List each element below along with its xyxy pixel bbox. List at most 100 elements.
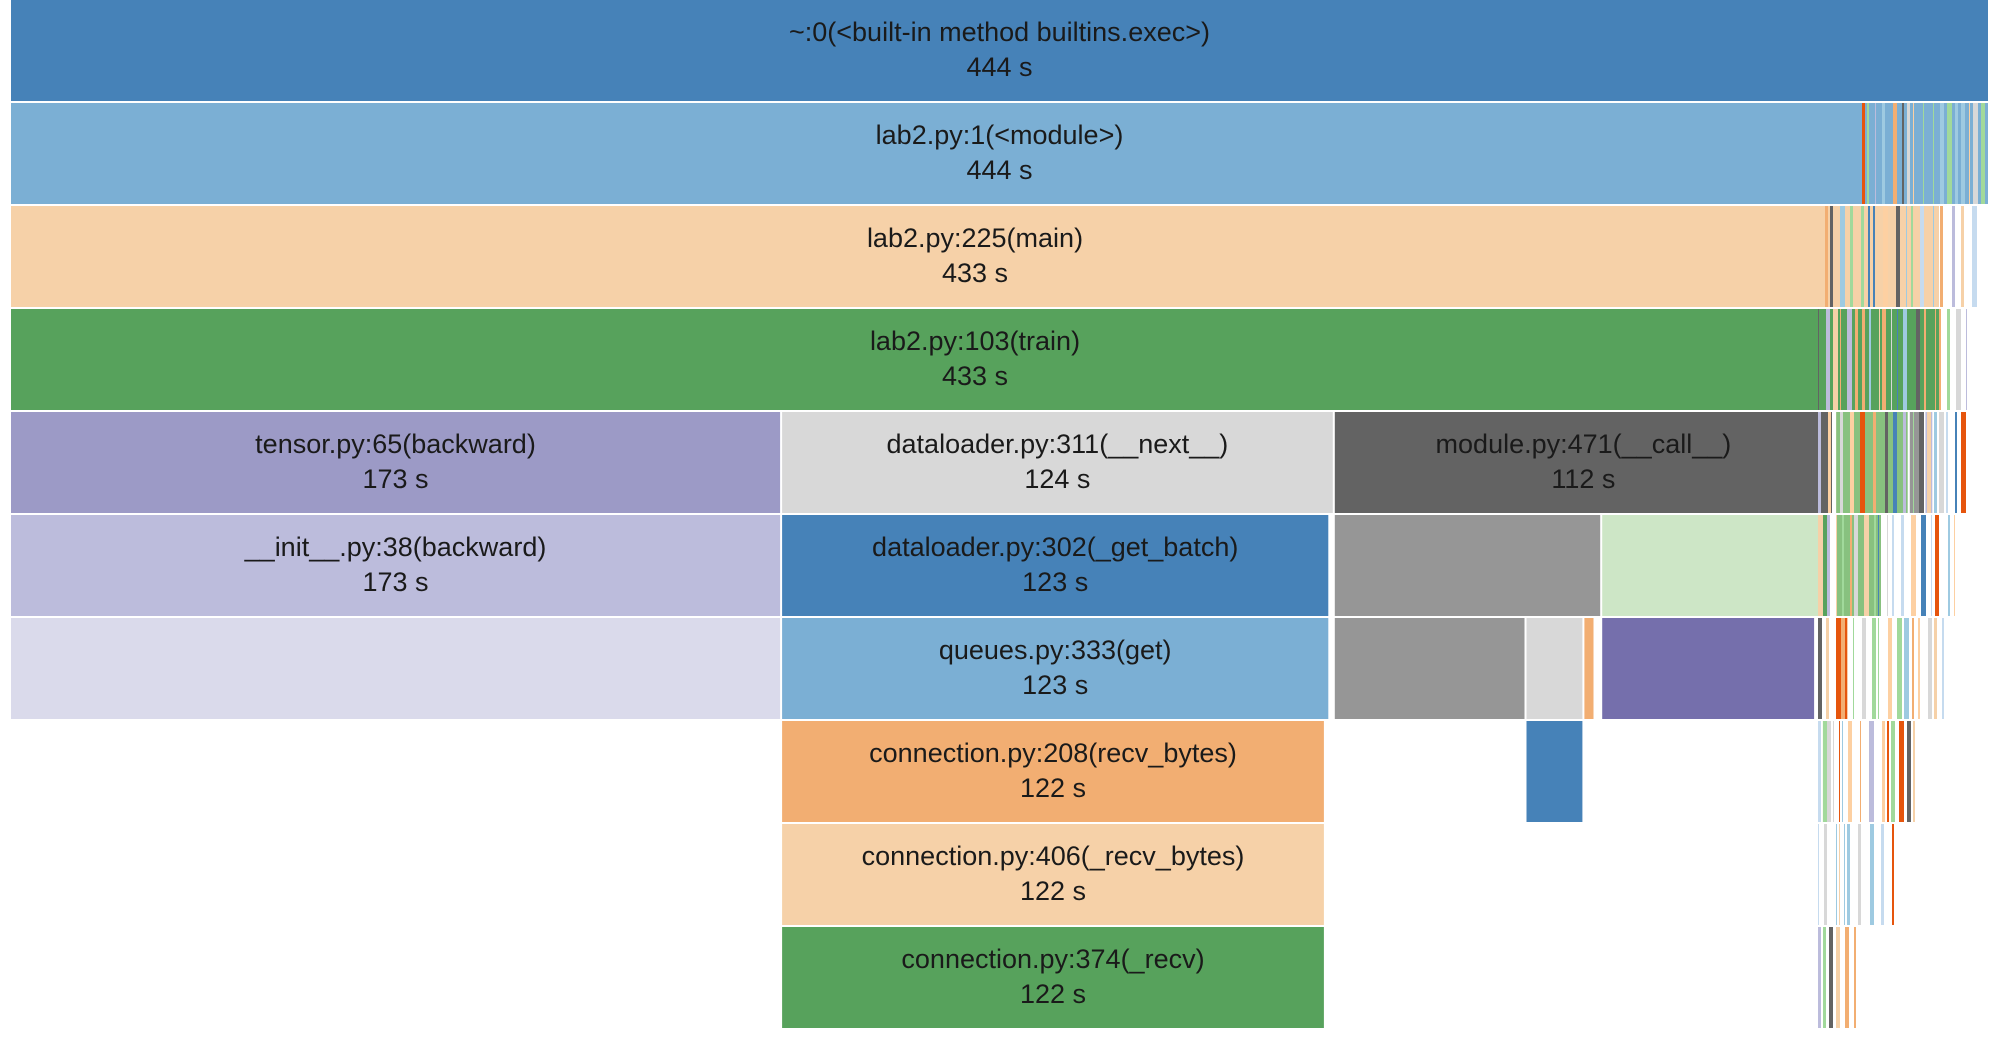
frame-sliver[interactable]: [1862, 618, 1866, 719]
frame-sliver[interactable]: [1961, 412, 1966, 513]
frame-sliver[interactable]: [1833, 721, 1834, 822]
frame-sliver[interactable]: [1879, 309, 1880, 410]
frame-rect[interactable]: [1602, 515, 1821, 616]
frame-rect[interactable]: [1334, 412, 1832, 513]
frame-sliver[interactable]: [1850, 206, 1853, 307]
frame-sliver[interactable]: [1919, 412, 1924, 513]
frame-sliver[interactable]: [1940, 206, 1943, 307]
frame-sliver[interactable]: [1823, 927, 1826, 1028]
frame-sliver[interactable]: [1913, 103, 1914, 204]
frame-sliver[interactable]: [1824, 824, 1827, 925]
frame-sliver[interactable]: [1952, 206, 1955, 307]
frame-unlabeled[interactable]: [1334, 515, 1601, 616]
frame-module-py-471-call[interactable]: module.py:471(__call__) 112 s: [1334, 412, 1832, 513]
frame-sliver[interactable]: [1955, 412, 1957, 513]
frame-sliver[interactable]: [1939, 309, 1941, 410]
frame-dataloader-py-302-get-batch[interactable]: dataloader.py:302(_get_batch) 123 s: [782, 515, 1329, 616]
frame-sliver[interactable]: [1881, 824, 1884, 925]
frame-sliver[interactable]: [1874, 515, 1876, 616]
frame-sliver[interactable]: [1847, 824, 1850, 925]
frame-sliver[interactable]: [1872, 618, 1876, 719]
frame-sliver[interactable]: [1934, 618, 1937, 719]
frame-rect[interactable]: [1584, 618, 1594, 719]
frame-sliver[interactable]: [1826, 309, 1830, 410]
frame-sliver[interactable]: [1845, 927, 1849, 1028]
frame-sliver[interactable]: [1862, 309, 1865, 410]
frame-sliver[interactable]: [1854, 515, 1858, 616]
frame-rect[interactable]: [1334, 515, 1601, 616]
frame-queues-py-333-get[interactable]: queues.py:333(get) 123 s: [782, 618, 1329, 719]
frame-sliver[interactable]: [1916, 309, 1920, 410]
frame-sliver[interactable]: [1840, 412, 1843, 513]
frame-sliver[interactable]: [1869, 721, 1874, 822]
frame-sliver[interactable]: [1885, 412, 1888, 513]
frame-sliver[interactable]: [1853, 618, 1854, 719]
frame-sliver[interactable]: [1887, 721, 1889, 822]
frame-sliver[interactable]: [1836, 618, 1841, 719]
frame-sliver[interactable]: [1972, 206, 1977, 307]
frame-sliver[interactable]: [1935, 309, 1936, 410]
frame-sliver[interactable]: [1818, 618, 1822, 719]
frame-sliver[interactable]: [1947, 103, 1952, 204]
frame-sliver[interactable]: [1850, 412, 1854, 513]
frame-sliver[interactable]: [1818, 206, 1822, 307]
frame-rect[interactable]: [11, 412, 781, 513]
frame-sliver[interactable]: [1848, 721, 1852, 822]
frame-rect[interactable]: [782, 618, 1329, 719]
frame-sliver[interactable]: [1818, 824, 1819, 925]
frame-sliver[interactable]: [1966, 309, 1967, 410]
frame-sliver[interactable]: [1961, 103, 1965, 204]
frame-unlabeled[interactable]: [1836, 618, 1848, 719]
frame-sliver[interactable]: [1920, 206, 1924, 307]
frame-sliver[interactable]: [1907, 103, 1910, 204]
frame-sliver[interactable]: [1862, 103, 1865, 204]
frame-unlabeled[interactable]: [1334, 618, 1525, 719]
frame-sliver[interactable]: [1924, 309, 1926, 410]
frame-sliver[interactable]: [1961, 206, 1964, 307]
frame-rect[interactable]: [782, 824, 1324, 925]
frame-rect[interactable]: [1334, 618, 1525, 719]
frame-sliver[interactable]: [1893, 412, 1897, 513]
frame-sliver[interactable]: [1869, 309, 1871, 410]
frame-sliver[interactable]: [1878, 618, 1879, 719]
frame-rect[interactable]: [782, 412, 1333, 513]
frame-sliver[interactable]: [1973, 103, 1978, 204]
frame-init-py-38-backward[interactable]: __init__.py:38(backward) 173 s: [11, 515, 781, 616]
frame-connection-py-374-recv[interactable]: connection.py:374(_recv) 122 s: [782, 927, 1324, 1028]
frame-sliver[interactable]: [1839, 721, 1840, 822]
frame-sliver[interactable]: [1868, 206, 1870, 307]
frame-sliver[interactable]: [1969, 103, 1970, 204]
frame-sliver[interactable]: [1981, 103, 1985, 204]
frame-sliver[interactable]: [1860, 412, 1865, 513]
frame-sliver[interactable]: [1931, 515, 1932, 616]
frame-connection-py-208-recv-bytes[interactable]: connection.py:208(recv_bytes) 122 s: [782, 721, 1324, 822]
frame-rect[interactable]: [782, 927, 1324, 1028]
frame-sliver[interactable]: [1854, 927, 1856, 1028]
frame-unlabeled[interactable]: [1584, 618, 1594, 719]
frame-sliver[interactable]: [1892, 824, 1894, 925]
frame-sliver[interactable]: [1903, 412, 1906, 513]
frame-sliver[interactable]: [1918, 618, 1920, 719]
frame-sliver[interactable]: [1913, 412, 1914, 513]
frame-sliver[interactable]: [1870, 824, 1874, 925]
frame-sliver[interactable]: [1892, 515, 1894, 616]
frame-sliver[interactable]: [1818, 721, 1821, 822]
frame-rect[interactable]: [1822, 721, 1828, 822]
frame-sliver[interactable]: [1882, 103, 1885, 204]
frame-unlabeled[interactable]: [1822, 721, 1828, 822]
frame-sliver[interactable]: [1888, 618, 1892, 719]
frame-sliver[interactable]: [1907, 721, 1911, 822]
frame-sliver[interactable]: [1923, 103, 1924, 204]
frame-rect[interactable]: [1526, 721, 1583, 822]
frame-sliver[interactable]: [1836, 927, 1840, 1028]
frame-sliver[interactable]: [1934, 412, 1937, 513]
frame-rect[interactable]: [1836, 618, 1848, 719]
frame-sliver[interactable]: [1840, 309, 1841, 410]
frame-sliver[interactable]: [1921, 515, 1926, 616]
frame-0-built-in-method-builtins-exec[interactable]: ~:0(<built-in method builtins.exec>) 444 …: [11, 0, 1988, 101]
frame-sliver[interactable]: [1899, 721, 1904, 822]
frame-rect[interactable]: [782, 721, 1324, 822]
frame-rect[interactable]: [11, 309, 1939, 410]
frame-sliver[interactable]: [1933, 206, 1934, 307]
frame-sliver[interactable]: [1911, 206, 1913, 307]
